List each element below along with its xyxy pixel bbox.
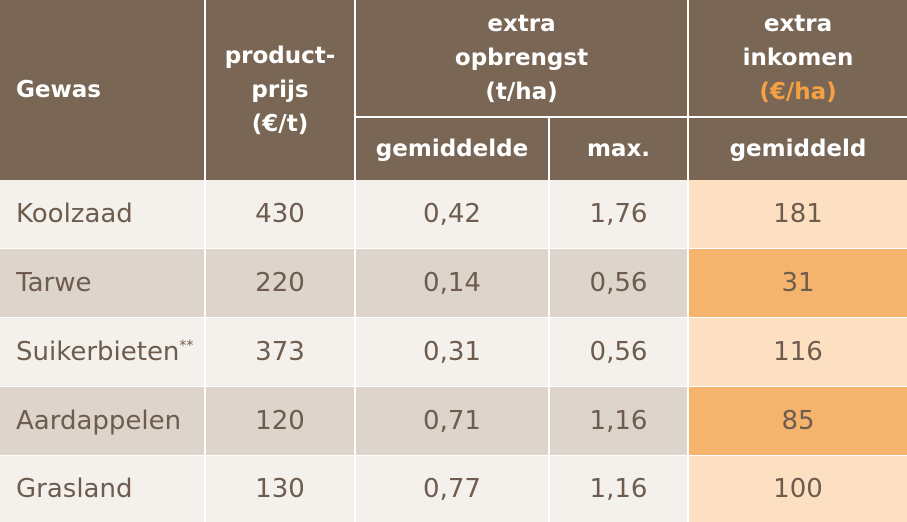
- cell-text: 0,14: [423, 268, 481, 298]
- header-text: inkomen: [742, 45, 854, 71]
- footnote-mark: **: [179, 338, 194, 354]
- cell-text: 0,56: [589, 337, 648, 367]
- table-cell: 116: [689, 318, 907, 386]
- cell-text: Tarwe: [16, 268, 92, 298]
- table-cell: Tarwe: [0, 249, 204, 317]
- cell-text: 85: [781, 406, 815, 436]
- header-text: product-: [224, 43, 336, 69]
- cell-text: 181: [773, 199, 823, 229]
- table-cell: 31: [689, 249, 907, 317]
- cell-text: 0,71: [423, 406, 481, 436]
- header-text: extra: [487, 11, 556, 37]
- header-cell: gemiddeld: [689, 118, 907, 180]
- table-cell: 373: [206, 318, 354, 386]
- table-cell: 0,77: [356, 456, 548, 522]
- header-cell: product- prijs (€/t): [206, 0, 354, 180]
- cell-text: 373: [255, 337, 305, 367]
- table-cell: Grasland: [0, 456, 204, 522]
- cell-text: 116: [773, 337, 823, 367]
- table-cell: 130: [206, 456, 354, 522]
- header-text: (€/t): [251, 111, 309, 137]
- table-cell: 100: [689, 456, 907, 522]
- header-text: prijs: [251, 77, 309, 103]
- header-cell: Gewas: [0, 0, 204, 180]
- table-cell: 0,56: [550, 249, 687, 317]
- header-cell: max.: [550, 118, 687, 180]
- cell-text: 0,77: [423, 474, 481, 504]
- cell-text: Suikerbieten: [16, 337, 180, 367]
- header-text: opbrengst: [454, 45, 589, 71]
- cell-text: 120: [255, 406, 305, 436]
- cell-text: 1,76: [589, 199, 648, 229]
- table-cell: 0,71: [356, 387, 548, 455]
- cell-text: 430: [255, 199, 305, 229]
- cell-text: Koolzaad: [16, 199, 133, 229]
- cell-text: 1,16: [589, 474, 648, 504]
- header-text: Gewas: [16, 77, 101, 103]
- table-cell: 1,16: [550, 387, 687, 455]
- cell-text: 0,42: [423, 199, 481, 229]
- table-cell: Koolzaad: [0, 180, 204, 248]
- table-cell: Suikerbieten **: [0, 318, 204, 386]
- cell-text: 31: [781, 268, 815, 298]
- cell-text: 220: [255, 268, 305, 298]
- table-cell: 430: [206, 180, 354, 248]
- table-cell: 0,42: [356, 180, 548, 248]
- header-text: (€/ha): [759, 79, 837, 105]
- header-cell: extra opbrengst (t/ha): [356, 0, 687, 116]
- table-cell: 220: [206, 249, 354, 317]
- table-cell: 120: [206, 387, 354, 455]
- table-cell: 0,14: [356, 249, 548, 317]
- table-cell: 0,56: [550, 318, 687, 386]
- header-text: gemiddeld: [729, 136, 867, 162]
- table-cell: 181: [689, 180, 907, 248]
- table-cell: 1,16: [550, 456, 687, 522]
- cell-text: Aardappelen: [16, 406, 182, 436]
- table-cell: 1,76: [550, 180, 687, 248]
- cell-text: 0,31: [423, 337, 481, 367]
- cell-text: Grasland: [16, 474, 133, 504]
- cell-text: 100: [773, 474, 823, 504]
- header-cell: gemiddelde: [356, 118, 548, 180]
- cell-text: 130: [255, 474, 305, 504]
- header-cell: extra inkomen (€/ha): [689, 0, 907, 116]
- table-cell: Aardappelen: [0, 387, 204, 455]
- table-cell: 85: [689, 387, 907, 455]
- header-text: max.: [586, 136, 651, 162]
- header-text: (t/ha): [485, 79, 558, 105]
- header-text: gemiddelde: [375, 136, 529, 162]
- header-text: extra: [763, 11, 833, 37]
- cell-text: 0,56: [589, 268, 648, 298]
- cell-text: 1,16: [589, 406, 648, 436]
- table-cell: 0,31: [356, 318, 548, 386]
